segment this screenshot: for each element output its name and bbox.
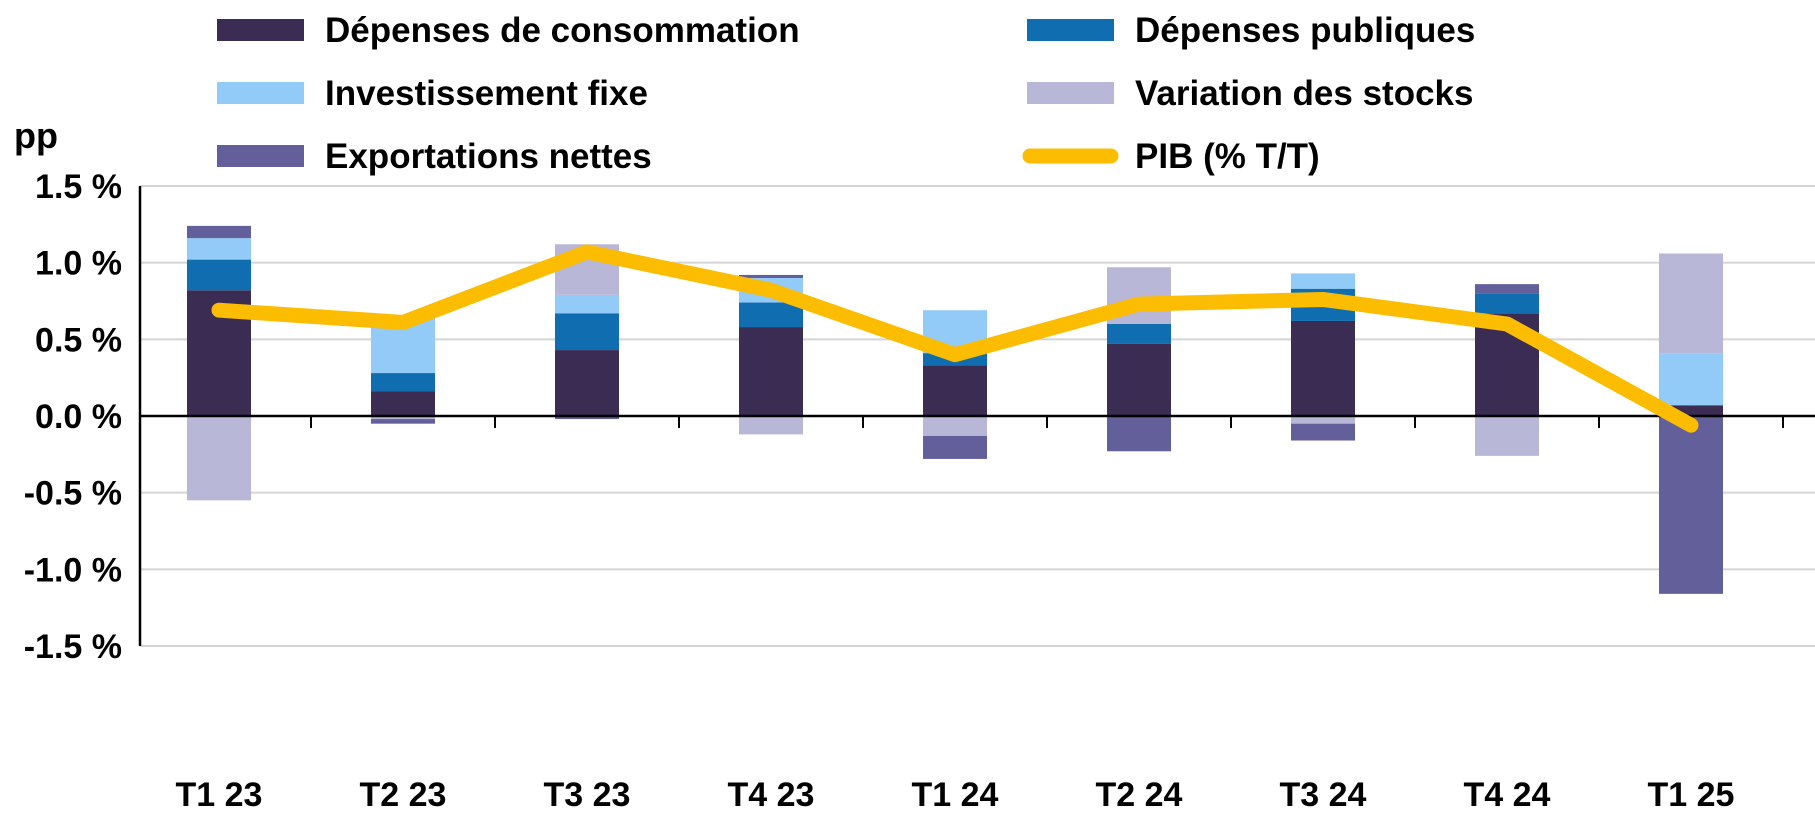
x-tick-label: T2 23 (360, 776, 447, 814)
bar-segment (1659, 253, 1723, 354)
axes (138, 186, 1815, 646)
bar-segment (371, 373, 435, 392)
y-unit-label: pp (14, 115, 58, 156)
bar-segment (187, 238, 251, 260)
bar-segment (555, 416, 619, 420)
bar-segment (1291, 416, 1355, 424)
legend-swatch (1027, 19, 1114, 41)
legend-swatch (1027, 82, 1114, 104)
legend-item: Dépenses de consommation (217, 11, 800, 50)
bar-segment (555, 294, 619, 314)
bar-segment (739, 274, 803, 278)
bar-segment (555, 313, 619, 351)
legend: Dépenses de consommation Dépenses publiqu… (217, 11, 1475, 176)
legend-swatch (217, 19, 304, 41)
bar-segment (923, 435, 987, 459)
bar-segment (371, 391, 435, 416)
bar-segment (1659, 416, 1723, 594)
bar-segment (739, 302, 803, 328)
legend-label: PIB (% T/T) (1135, 137, 1320, 176)
x-tick-label: T2 24 (1096, 776, 1183, 814)
bar-segment (555, 350, 619, 416)
x-tick-label: T4 23 (728, 776, 815, 814)
bar-segment (1107, 416, 1171, 452)
y-tick-label: -0.5 % (24, 475, 122, 513)
bar-segment (371, 416, 435, 420)
bar-segment (187, 259, 251, 291)
x-tick-label: T3 23 (544, 776, 631, 814)
bar-segment (923, 365, 987, 416)
y-tick-label: -1.5 % (24, 628, 122, 666)
bar-segment (1475, 284, 1539, 294)
y-tick-label: 0.5 % (35, 321, 122, 359)
x-tick-label: T1 25 (1648, 776, 1735, 814)
bar-segment (187, 416, 251, 501)
bar-segment (739, 327, 803, 416)
y-tick-label: -1.0 % (24, 551, 122, 589)
x-tick-label: T1 23 (176, 776, 263, 814)
bar-segment (923, 416, 987, 436)
legend-item: Exportations nettes (217, 137, 652, 176)
y-tick-label: 0.0 % (35, 398, 122, 436)
bar-segment (1475, 293, 1539, 314)
legend-label: Variation des stocks (1135, 74, 1473, 113)
bars (187, 225, 1723, 594)
gdp-line-path (211, 244, 1699, 433)
legend-item: Dépenses publiques (1027, 11, 1475, 50)
bar-segment (1659, 353, 1723, 406)
bar-segment (1107, 343, 1171, 416)
legend-label: Exportations nettes (325, 137, 652, 176)
legend-label: Investissement fixe (325, 74, 648, 113)
bar-segment (1107, 324, 1171, 344)
bar-segment (1291, 273, 1355, 289)
legend-label: Dépenses publiques (1135, 11, 1475, 50)
bar-segment (1475, 416, 1539, 456)
legend-swatch (217, 145, 304, 167)
legend-item: Investissement fixe (217, 74, 648, 113)
gdp-line (211, 244, 1699, 433)
bar-segment (371, 419, 435, 424)
x-tick-label: T4 24 (1464, 776, 1551, 814)
x-tick-label: T1 24 (912, 776, 999, 814)
bar-segment (1291, 320, 1355, 416)
legend-item: Variation des stocks (1027, 74, 1473, 113)
bar-segment (1659, 405, 1723, 416)
legend-label: Dépenses de consommation (325, 11, 800, 50)
y-tick-label: 1.5 % (35, 168, 122, 206)
legend-swatch (217, 82, 304, 104)
bar-segment (1291, 423, 1355, 441)
legend-item: PIB (% T/T) (1022, 137, 1320, 176)
x-tick-label: T3 24 (1280, 776, 1367, 814)
y-axis-ticks: 1.5 % 1.0 % 0.5 % 0.0 % -0.5 % -1.0 % -1.5 % (24, 168, 122, 666)
bar-segment (739, 416, 803, 435)
bar-segment (187, 225, 251, 239)
x-axis-ticks: T1 23 T2 23 T3 23 T4 23 T1 24 T2 24 T3 24 T4 24… (176, 776, 1735, 814)
y-tick-label: 1.0 % (35, 245, 122, 283)
